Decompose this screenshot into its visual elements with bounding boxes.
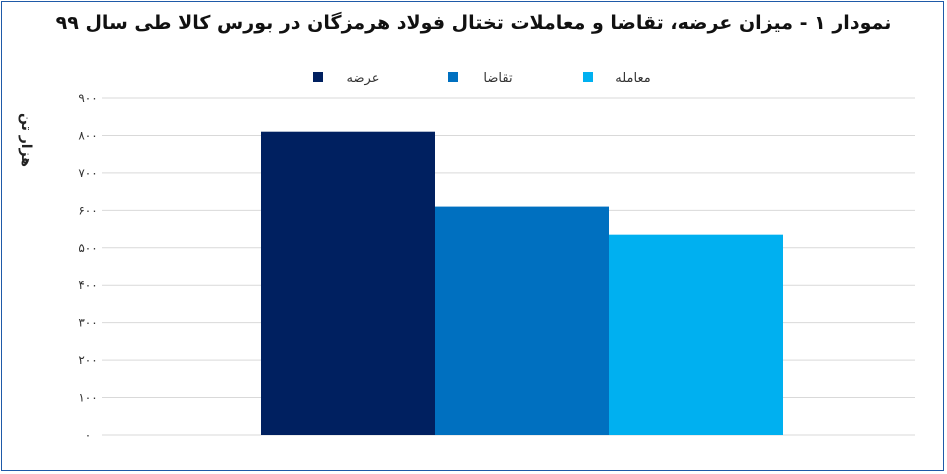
chart-title: نمودار ۱ - میزان عرضه، تقاضا و معاملات ت…	[55, 12, 892, 34]
y-tick-label: ۱۰۰	[78, 391, 97, 405]
legend-swatch	[313, 72, 323, 82]
y-tick-label: ۷۰۰	[78, 166, 97, 180]
y-axis-tick-labels: ۰ ۱۰۰ ۲۰۰ ۳۰۰ ۴۰۰ ۵۰۰ ۶۰۰ ۷۰۰ ۸۰۰ ۹۰۰	[78, 91, 97, 442]
y-tick-label: ۹۰۰	[78, 91, 97, 105]
y-tick-label: ۴۰۰	[78, 278, 97, 292]
bar-2	[435, 206, 609, 435]
y-tick-label: ۲۰۰	[78, 353, 97, 367]
y-tick-label: ۰	[85, 428, 91, 442]
y-tick-label: ۶۰۰	[78, 203, 97, 217]
y-tick-label: ۵۰۰	[78, 241, 97, 255]
legend-swatch	[583, 72, 593, 82]
legend-label: معامله	[615, 71, 650, 86]
y-tick-label: ۳۰۰	[78, 316, 97, 330]
legend: عرضه تقاضا معامله	[313, 71, 651, 86]
y-tick-label: ۸۰۰	[78, 128, 97, 142]
legend-swatch	[448, 72, 458, 82]
legend-label: عرضه	[347, 71, 380, 86]
legend-label: تقاضا	[483, 71, 513, 86]
bar-3	[609, 234, 783, 435]
bar-1	[261, 131, 435, 435]
y-axis-label: هزار تن	[18, 113, 34, 167]
bars	[261, 131, 783, 435]
